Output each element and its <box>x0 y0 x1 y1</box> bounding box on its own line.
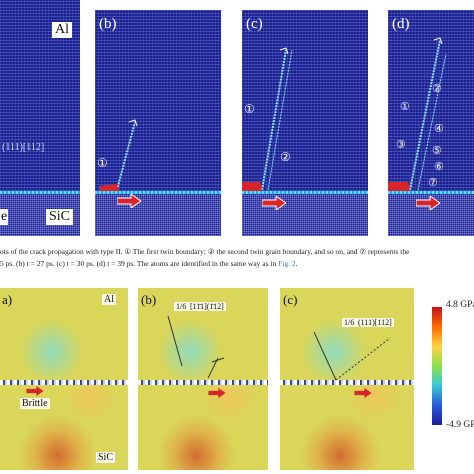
panel-label-a: a) <box>2 292 13 307</box>
twin-boundary-lines <box>313 331 391 381</box>
sic-region <box>95 194 221 236</box>
caption-text: 5 ps. (b) t = 27 ps. (c) t = 30 ps. (d) … <box>0 259 279 268</box>
panel-label-b: (b) <box>99 16 117 32</box>
crack-direction-arrow-icon <box>354 388 372 398</box>
figure-caption-line-1: ots of the crack propagation with type I… <box>0 247 410 256</box>
twin-boundary-lines <box>242 47 293 191</box>
crack-direction-arrow-icon <box>26 386 44 396</box>
panel-label-c: (c) <box>246 16 263 32</box>
figure-caption-line-2: 5 ps. (b) t = 27 ps. (c) t = 30 ps. (d) … <box>0 259 474 268</box>
interface-line <box>0 191 80 194</box>
panel-label-b: (b) <box>141 292 157 307</box>
md-panel-d: (d) ① ② ③ ④ ⑤ ⑥ ⑦ <box>388 10 474 236</box>
interface-line <box>280 380 414 385</box>
md-panel-c: (c) ① ② <box>242 10 368 236</box>
twin-direction-label: (111)[112] <box>356 318 394 327</box>
md-panel-b: (b) ① <box>95 10 221 236</box>
interface-line <box>138 380 268 385</box>
stress-colorbar <box>432 307 442 425</box>
interface-line <box>0 380 128 385</box>
twin-marker-2: ② <box>280 150 291 164</box>
twin-boundary-lines <box>388 37 447 191</box>
material-label-sic: SiC <box>96 452 116 463</box>
interface-line <box>242 191 368 194</box>
interface-line <box>388 191 474 194</box>
sic-region <box>242 194 368 236</box>
twin-marker-1: ① <box>400 101 410 113</box>
md-panel-a: Al (111)[112] SiC e <box>0 0 80 236</box>
figure-link[interactable]: Fig. 2 <box>278 259 296 268</box>
twin-fraction-label: 1/6 <box>174 302 189 311</box>
twin-marker-5: ⑤ <box>432 145 442 157</box>
twin-marker-3: ③ <box>396 139 406 151</box>
caption-text-end: . <box>295 259 298 268</box>
twin-marker-2: ② <box>432 83 442 95</box>
twin-marker-1: ① <box>97 156 108 170</box>
material-label-al: Al <box>52 22 72 38</box>
interface-fragment-label: e <box>0 209 9 225</box>
annotation-brittle: Brittle <box>20 398 50 409</box>
twin-boundary-lines <box>99 119 138 191</box>
twin-marker-1: ① <box>244 102 255 116</box>
stress-panel-a: a) Al Brittle SiC <box>0 288 128 470</box>
crack-direction-arrow-icon <box>117 194 141 208</box>
stress-panel-b: (b) 1/6 [11̄1](1̄12] <box>138 288 268 470</box>
panel-label-c: (c) <box>283 292 298 307</box>
colorbar-min-label: -4.9 GP <box>446 420 474 430</box>
panel-label-d: (d) <box>392 16 410 32</box>
twin-boundary-lines <box>167 315 225 379</box>
colorbar-max-label: 4.8 GPa <box>446 300 474 310</box>
twin-direction-label: [11̄1](1̄12] <box>188 302 226 311</box>
material-label-al: Al <box>102 294 116 305</box>
crack-direction-arrow-icon <box>208 388 226 398</box>
twin-marker-6: ⑥ <box>434 161 444 173</box>
crack-direction-arrow-icon <box>262 196 286 210</box>
twin-fraction-label: 1/6 <box>342 318 357 327</box>
twin-direction-label: (111)[112] <box>2 142 45 153</box>
interface-line <box>95 191 221 194</box>
crack-direction-arrow-icon <box>416 196 440 210</box>
twin-marker-4: ④ <box>434 123 444 135</box>
stress-panel-c: (c) 1/6 (111)[112] <box>280 288 414 470</box>
twin-marker-7: ⑦ <box>428 177 438 189</box>
material-label-sic: SiC <box>46 209 74 225</box>
